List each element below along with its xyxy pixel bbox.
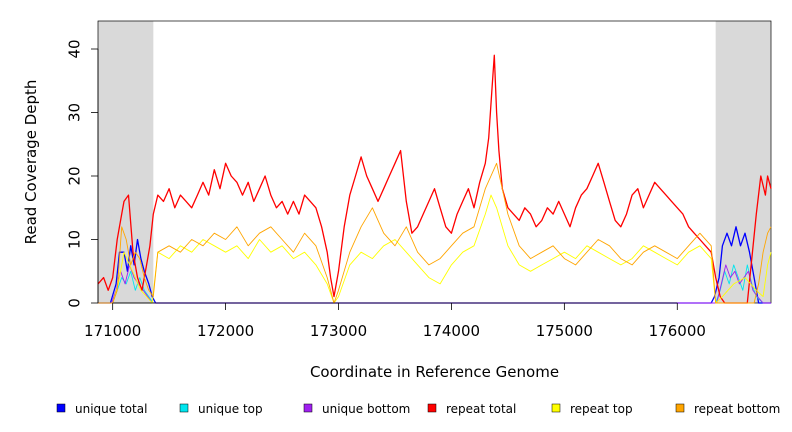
legend-swatch-repeat-top (551, 403, 561, 413)
axes: 171000 172000 173000 174000 175000 176000 0 10 2… (66, 39, 706, 340)
legend-swatch-repeat-total (427, 403, 437, 413)
legend-label-repeat-top: repeat top (570, 402, 633, 416)
x-tick-label: 171000 (84, 322, 141, 340)
y-tick-label: 30 (66, 103, 84, 122)
series-line-unique-bottom (98, 264, 771, 304)
x-tick-label: 176000 (649, 322, 706, 340)
shaded-region-2 (715, 21, 771, 303)
y-tick-label: 40 (66, 39, 84, 58)
y-axis-label: Read Coverage Depth (22, 80, 40, 245)
x-axis-label: Coordinate in Reference Genome (310, 363, 559, 381)
series-line-unique-total (98, 226, 771, 304)
legend-swatch-unique-bottom (303, 403, 313, 413)
legend-label-unique-bottom: unique bottom (322, 402, 410, 416)
series-line-unique-top (98, 264, 771, 304)
legend: unique total unique top unique bottom repea… (56, 402, 780, 416)
series-lines (97, 54, 772, 304)
series-line-repeat-top (98, 194, 772, 304)
x-tick-label: 174000 (423, 322, 480, 340)
legend-label-repeat-total: repeat total (446, 402, 516, 416)
legend-label-repeat-bottom: repeat bottom (694, 402, 780, 416)
x-tick-label: 175000 (536, 322, 593, 340)
series-line-repeat-bottom (98, 162, 772, 304)
legend-swatch-unique-top (179, 403, 189, 413)
y-tick-label: 0 (66, 298, 84, 308)
legend-label-unique-top: unique top (198, 402, 263, 416)
legend-swatch-unique-total (56, 403, 66, 413)
y-tick-label: 20 (66, 166, 84, 185)
y-tick-label: 10 (66, 230, 84, 249)
x-tick-label: 173000 (310, 322, 367, 340)
legend-label-unique-total: unique total (75, 402, 147, 416)
series-line-repeat-total (97, 54, 772, 304)
x-tick-label: 172000 (197, 322, 254, 340)
legend-swatch-repeat-bottom (675, 403, 685, 413)
shaded-regions (98, 21, 771, 303)
